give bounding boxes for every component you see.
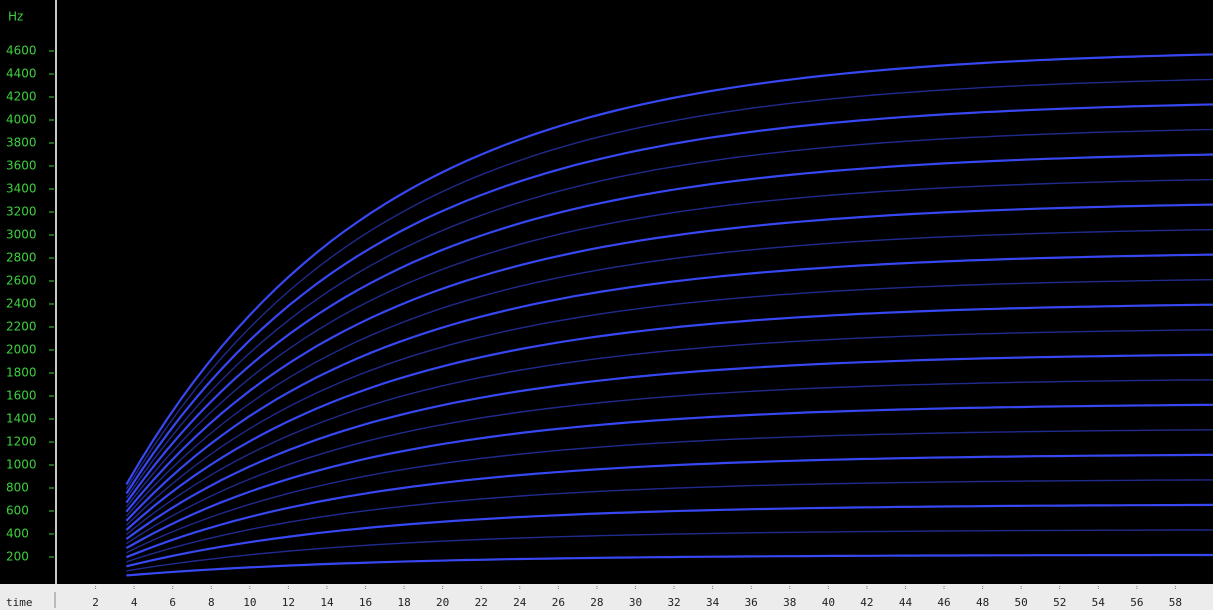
y-tick-label: 1200 (6, 435, 37, 449)
x-tick-label: 46 (937, 596, 950, 609)
y-tick-label: 3400 (6, 182, 37, 196)
x-tick-label: 22 (475, 596, 488, 609)
x-tick-label: 26 (552, 596, 565, 609)
x-tick-label: 8 (208, 596, 215, 609)
y-tick-label: 2000 (6, 343, 37, 357)
x-tick-label: 6 (169, 596, 176, 609)
x-tick-label: 10 (243, 596, 256, 609)
harmonic-curve (125, 303, 1213, 531)
x-tick-label: 14 (320, 596, 334, 609)
y-tick-label: 800 (6, 481, 29, 495)
y-tick-label: 1000 (6, 458, 37, 472)
harmonic-curve (126, 529, 1213, 572)
y-tick-label: 3600 (6, 159, 37, 173)
harmonic-curve (125, 403, 1213, 550)
y-tick-label: 200 (6, 550, 29, 564)
y-tick-label: 1600 (6, 389, 37, 403)
harmonic-curve (126, 503, 1213, 568)
x-tick-label: 32 (667, 596, 680, 609)
harmonic-curve (125, 203, 1213, 513)
x-tick-label: 36 (745, 596, 758, 609)
x-tick-label: 34 (706, 596, 720, 609)
x-tick-label: 24 (513, 596, 527, 609)
y-tick-label: 3200 (6, 205, 37, 219)
harmonic-curve (125, 53, 1213, 485)
harmonic-curve (125, 353, 1213, 540)
x-tick-label: 54 (1092, 596, 1106, 609)
y-tick-label: 4000 (6, 113, 37, 127)
x-tick-label: 48 (976, 596, 989, 609)
x-tick-label: 42 (860, 596, 873, 609)
harmonic-curve (125, 103, 1213, 495)
y-tick-label: 4600 (6, 44, 37, 58)
harmonic-curve (125, 178, 1213, 508)
x-tick-label: 40 (822, 596, 835, 609)
time-ruler (0, 584, 1213, 610)
x-tick-label: 44 (899, 596, 913, 609)
y-tick-label: 4200 (6, 90, 37, 104)
y-tick-label: 2800 (6, 251, 37, 265)
y-tick-label: 600 (6, 504, 29, 518)
harmonic-curve (125, 453, 1213, 559)
y-tick-label: 2600 (6, 274, 37, 288)
y-tick-label: 1400 (6, 412, 37, 426)
x-tick-label: 28 (590, 596, 603, 609)
harmonics (125, 53, 1213, 577)
y-tick-label: 3000 (6, 228, 37, 242)
y-tick-label: 400 (6, 527, 29, 541)
harmonic-curve (126, 479, 1213, 563)
x-tick-label: 12 (282, 596, 295, 609)
harmonic-curve (126, 429, 1213, 554)
x-tick-label: 16 (359, 596, 372, 609)
harmonic-curve (125, 78, 1213, 490)
y-axis-label: Hz (8, 10, 23, 24)
y-tick-label: 4400 (6, 67, 37, 81)
harmonic-curve (126, 553, 1213, 577)
harmonic-curve (125, 228, 1213, 517)
x-tick-label: 20 (436, 596, 449, 609)
y-tick-label: 2200 (6, 320, 37, 334)
x-tick-label: 52 (1053, 596, 1066, 609)
harmonic-curve (125, 253, 1213, 522)
harmonic-curve (125, 128, 1213, 499)
x-tick-label: 18 (397, 596, 410, 609)
harmonic-curve (125, 329, 1213, 536)
harmonic-curve (126, 379, 1213, 545)
x-tick-label: 58 (1169, 596, 1182, 609)
x-tick-label: 4 (131, 596, 138, 609)
x-tick-label: 2 (92, 596, 99, 609)
y-tick-label: 1800 (6, 366, 37, 380)
x-tick-label: 38 (783, 596, 796, 609)
x-tick-label: 56 (1130, 596, 1143, 609)
x-tick-label: 50 (1015, 596, 1028, 609)
y-tick-label: 3800 (6, 136, 37, 150)
harmonic-curve (125, 153, 1213, 504)
x-tick-label: 30 (629, 596, 642, 609)
y-tick-label: 2400 (6, 297, 37, 311)
harmonic-curve (125, 279, 1213, 526)
x-axis-label: time (6, 596, 33, 609)
